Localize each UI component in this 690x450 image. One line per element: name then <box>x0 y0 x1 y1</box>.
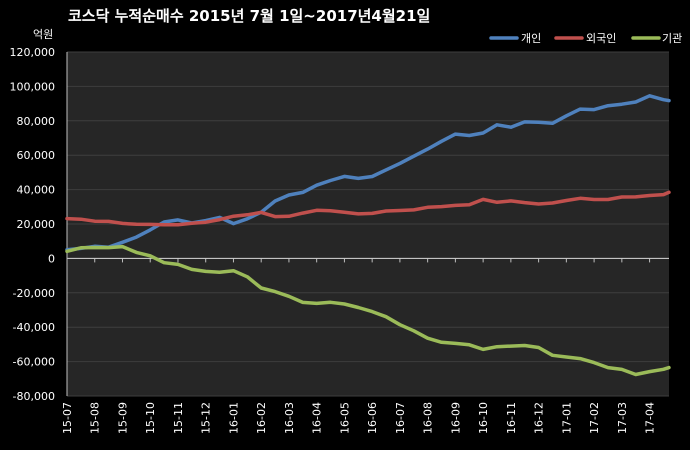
y-axis-ticks: -80,000 -60,000 -40,000 -20,000 0 20,000 40,00… <box>10 46 56 403</box>
series-line-2 <box>65 190 671 227</box>
x-tick-label: 16-02 <box>255 402 268 434</box>
x-tick-label: 15-10 <box>144 402 157 434</box>
legend-label-3: 기관 <box>662 32 682 45</box>
x-tick-label: 17-03 <box>616 402 629 434</box>
x-tick-label: 16-07 <box>394 402 407 434</box>
y-tick-label: -40,000 <box>13 321 55 334</box>
legend-label-1: 개인 <box>521 32 541 45</box>
x-tick-label: 16-01 <box>227 402 240 434</box>
y-tick-label: 60,000 <box>17 149 56 162</box>
x-tick-label: 16-04 <box>311 402 324 434</box>
series-line-1 <box>65 94 671 252</box>
x-axis-ticks: 15-07 15-08 15-09 15-10 15-11 15-12 16-01 16-02… <box>61 258 657 434</box>
x-tick-label: 15-09 <box>116 402 129 434</box>
x-tick-label: 16-12 <box>533 402 546 434</box>
x-tick-label: 17-04 <box>644 402 657 434</box>
y-tick-label: 80,000 <box>17 115 56 128</box>
x-tick-label: 16-05 <box>338 402 351 434</box>
x-tick-label: 16-03 <box>283 402 296 434</box>
y-axis-unit-label: 억원 <box>33 28 53 41</box>
x-tick-label: 15-12 <box>200 402 213 434</box>
x-tick-label: 16-08 <box>422 402 435 434</box>
y-tick-label: 40,000 <box>17 184 56 197</box>
x-tick-label: 16-06 <box>366 402 379 434</box>
series-line-3 <box>65 244 671 377</box>
y-tick-label: 0 <box>48 252 55 265</box>
y-tick-label: -60,000 <box>13 356 55 369</box>
x-tick-label: 15-11 <box>172 402 185 434</box>
x-tick-label: 15-08 <box>89 402 102 434</box>
y-tick-label: 100,000 <box>10 80 56 93</box>
y-tick-label: 120,000 <box>10 46 56 59</box>
gridlines <box>66 51 669 397</box>
x-tick-label: 17-01 <box>560 402 573 434</box>
chart-title: 코스닥 누적순매수 2015년 7월 1일~2017년4월21일 <box>68 7 430 25</box>
y-tick-label: -80,000 <box>13 390 55 403</box>
x-tick-label: 16-11 <box>505 402 518 434</box>
y-tick-label: 20,000 <box>17 218 56 231</box>
x-tick-label: 15-07 <box>61 402 74 434</box>
series-lines <box>65 94 671 377</box>
x-tick-label: 16-09 <box>449 402 462 434</box>
x-tick-label: 17-02 <box>588 402 601 434</box>
x-tick-label: 16-10 <box>477 402 490 434</box>
legend-label-2: 외국인 <box>586 32 616 45</box>
legend: 개인 외국인 기관 <box>489 32 682 45</box>
y-tick-label: -20,000 <box>13 287 55 300</box>
